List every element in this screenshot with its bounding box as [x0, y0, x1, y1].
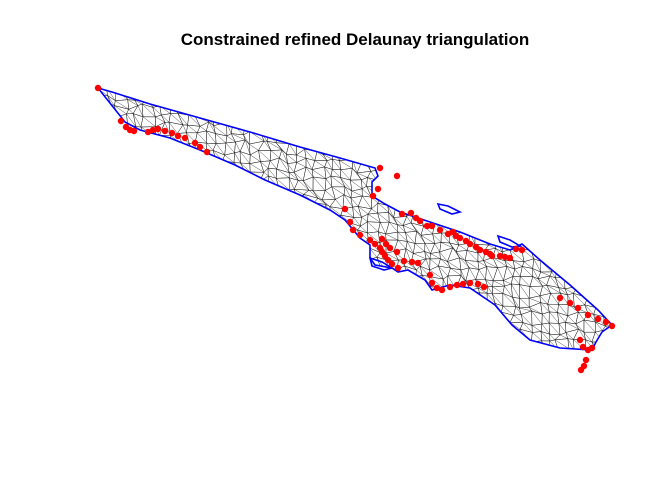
islet-outline	[368, 256, 395, 271]
constraint-points	[94, 84, 616, 374]
constraint-point	[174, 132, 182, 140]
constraint-point	[474, 280, 482, 288]
constraint-point	[602, 318, 610, 326]
constraint-point	[436, 226, 444, 234]
constraint-point	[444, 230, 452, 238]
main-island-outline	[95, 86, 614, 351]
constraint-point	[346, 218, 354, 226]
constraint-point	[456, 234, 464, 242]
mesh-edges	[98, 88, 612, 350]
constraint-point	[506, 254, 514, 262]
constraint-point	[408, 258, 416, 266]
constraint-point	[577, 366, 585, 374]
constraint-point	[574, 304, 582, 312]
islet-outline	[496, 234, 523, 248]
constraint-point	[400, 257, 408, 265]
constraint-point	[382, 240, 390, 248]
constraint-point	[433, 284, 441, 292]
constraint-point	[398, 210, 406, 218]
constraint-point	[356, 231, 364, 239]
constraint-point	[438, 286, 446, 294]
constraint-point	[144, 128, 152, 136]
constraint-point	[496, 252, 504, 260]
constraint-point	[480, 283, 488, 291]
constraint-point	[191, 139, 199, 147]
constraint-point	[416, 217, 424, 225]
constraint-point	[518, 246, 526, 254]
islet-outline	[436, 202, 463, 215]
constraint-point	[556, 294, 564, 302]
constraint-point	[407, 209, 415, 217]
constraint-point	[582, 356, 590, 364]
constraint-point	[428, 222, 436, 230]
constraint-point	[388, 260, 396, 268]
constraint-point	[196, 143, 204, 151]
constraint-point	[384, 256, 392, 264]
constraint-point	[394, 264, 402, 272]
constraint-point	[181, 134, 189, 142]
constraint-point	[130, 127, 138, 135]
constraint-point	[459, 280, 467, 288]
constraint-point	[369, 192, 377, 200]
constraint-point	[203, 148, 211, 156]
constraint-point	[149, 126, 157, 134]
plot-title: Constrained refined Delaunay triangulati…	[180, 30, 530, 49]
constraint-point	[426, 271, 434, 279]
constraint-point	[393, 172, 401, 180]
constraint-point	[584, 311, 592, 319]
constraint-point	[466, 279, 474, 287]
constraint-point	[453, 281, 461, 289]
constraint-point	[371, 240, 379, 248]
constraint-point	[94, 84, 102, 92]
constraint-point	[576, 336, 584, 344]
constraint-point	[374, 185, 382, 193]
constraint-point	[594, 315, 602, 323]
triangle-mesh	[98, 88, 612, 350]
constraint-point	[488, 252, 496, 260]
constraint-point	[393, 248, 401, 256]
constraint-point	[501, 253, 509, 261]
constraint-point	[117, 117, 125, 125]
constraint-point	[446, 283, 454, 291]
constraint-point	[566, 299, 574, 307]
constraint-point	[366, 236, 374, 244]
constraint-point	[154, 125, 162, 133]
constraint-point	[423, 222, 431, 230]
constraint-point	[428, 279, 436, 287]
constraint-point	[579, 343, 587, 351]
constraint-point	[608, 322, 616, 330]
constraint-point	[168, 129, 176, 137]
constraint-point	[349, 226, 357, 234]
constraint-point	[466, 240, 474, 248]
constraint-point	[414, 259, 422, 267]
constraint-point	[476, 246, 484, 254]
constraint-point	[378, 235, 386, 243]
constraint-point	[376, 164, 384, 172]
constraint-point	[588, 344, 596, 352]
constraint-point	[341, 205, 349, 213]
constraint-point	[161, 127, 169, 135]
constraint-point	[512, 245, 520, 253]
constraint-point	[386, 244, 394, 252]
